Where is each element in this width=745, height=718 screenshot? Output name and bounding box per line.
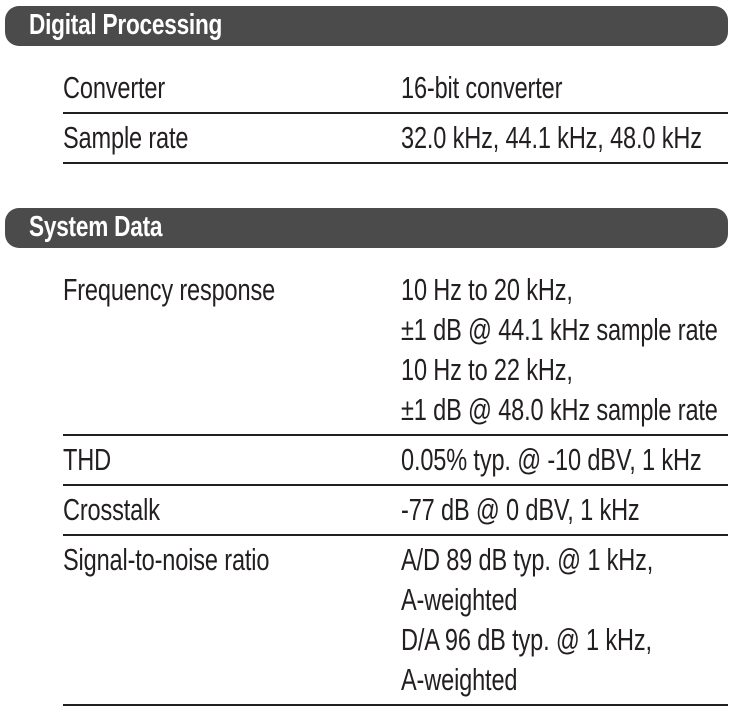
spec-label: Sample rate (63, 120, 189, 155)
spec-value: 16-bit converter (401, 64, 728, 112)
spec-value-line: 32.0 kHz, 44.1 kHz, 48.0 kHz (401, 120, 702, 155)
spec-row-signal-to-noise: Signal-to-noise ratio A/D 89 dB typ. @ 1… (63, 536, 728, 706)
spec-label: Converter (63, 70, 166, 105)
section-title: Digital Processing (29, 9, 223, 41)
section-header-system-data: System Data (5, 208, 728, 248)
section-title: System Data (29, 211, 163, 243)
spec-table-system-data: Frequency response 10 Hz to 20 kHz, ±1 d… (63, 266, 728, 706)
spec-row-thd: THD 0.05% typ. @ -10 dBV, 1 kHz (63, 436, 728, 486)
spec-value: 32.0 kHz, 44.1 kHz, 48.0 kHz (401, 114, 728, 162)
spec-label: Signal-to-noise ratio (63, 542, 270, 577)
spec-value-line: -77 dB @ 0 dBV, 1 kHz (401, 492, 640, 527)
spec-row-sample-rate: Sample rate 32.0 kHz, 44.1 kHz, 48.0 kHz (63, 114, 728, 164)
spec-label: Frequency response (63, 272, 276, 307)
spec-table-digital-processing: Converter 16-bit converter Sample rate 3… (63, 64, 728, 164)
spec-value-line: 0.05% typ. @ -10 dBV, 1 kHz (401, 442, 702, 477)
spec-value-line: A/D 89 dB typ. @ 1 kHz, (401, 542, 654, 577)
spec-row-converter: Converter 16-bit converter (63, 64, 728, 114)
spec-row-frequency-response: Frequency response 10 Hz to 20 kHz, ±1 d… (63, 266, 728, 436)
spec-value: 0.05% typ. @ -10 dBV, 1 kHz (401, 436, 728, 484)
spec-value: 10 Hz to 20 kHz, ±1 dB @ 44.1 kHz sample… (401, 266, 728, 434)
section-header-digital-processing: Digital Processing (5, 6, 728, 46)
spec-row-crosstalk: Crosstalk -77 dB @ 0 dBV, 1 kHz (63, 486, 728, 536)
spec-value-line: 16-bit converter (401, 70, 563, 105)
spec-value-line: A-weighted (401, 662, 518, 697)
spec-label: Crosstalk (63, 492, 160, 527)
spec-value-line: 10 Hz to 20 kHz, (401, 272, 573, 307)
spec-value-line: ±1 dB @ 48.0 kHz sample rate (401, 392, 718, 427)
spec-value: A/D 89 dB typ. @ 1 kHz, A-weighted D/A 9… (401, 536, 728, 704)
spec-value-line: 10 Hz to 22 kHz, (401, 352, 573, 387)
spec-value-line: D/A 96 dB typ. @ 1 kHz, (401, 622, 652, 657)
spec-value-line: ±1 dB @ 44.1 kHz sample rate (401, 312, 718, 347)
spec-value: -77 dB @ 0 dBV, 1 kHz (401, 486, 728, 534)
spec-label: THD (63, 442, 111, 477)
spec-value-line: A-weighted (401, 582, 518, 617)
